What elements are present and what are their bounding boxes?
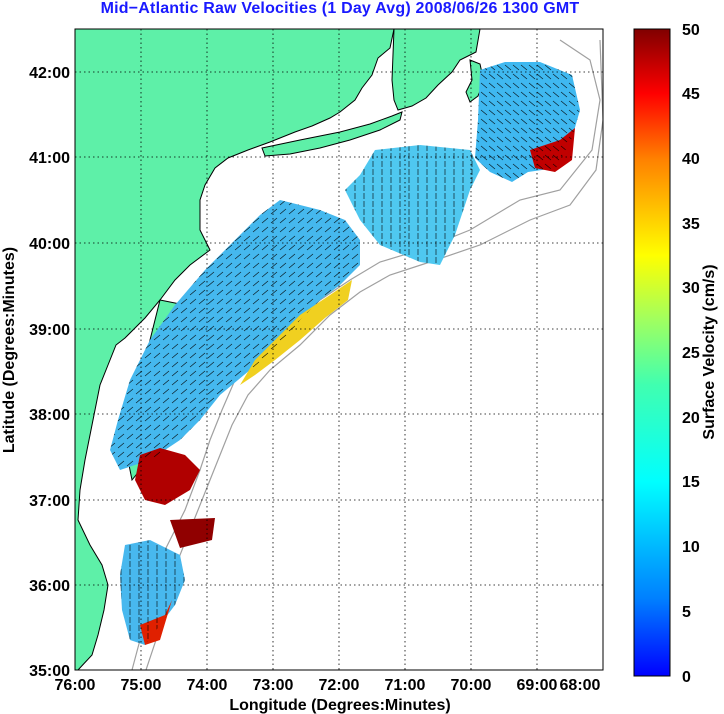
- colorbar-tick: 35: [682, 216, 700, 233]
- colorbar-tick: 10: [682, 539, 700, 556]
- y-tick-label: 42:00: [29, 65, 70, 82]
- colorbar-tick: 25: [682, 345, 700, 362]
- x-tick-label: 69:00: [517, 677, 558, 694]
- colorbar-tick: 5: [682, 604, 691, 621]
- y-tick-labels: 42:00 41:00 40:00 39:00 38:00 37:00 36:0…: [29, 65, 70, 680]
- y-tick-label: 35:00: [29, 663, 70, 680]
- new-england: [391, 29, 481, 111]
- colorbar-tick: 30: [682, 280, 700, 297]
- x-tick-label: 72:00: [319, 677, 360, 694]
- y-tick-label: 36:00: [29, 578, 70, 595]
- x-tick-label: 75:00: [121, 677, 162, 694]
- y-tick-label: 41:00: [29, 150, 70, 167]
- x-tick-label: 68:00: [560, 677, 601, 694]
- colorbar-gradient: [633, 28, 671, 677]
- y-tick-label: 39:00: [29, 322, 70, 339]
- grid-lines: [75, 29, 603, 670]
- colorbar-tick: 20: [682, 410, 700, 427]
- colorbar-tick: 0: [682, 669, 691, 686]
- y-tick-label: 38:00: [29, 407, 70, 424]
- x-axis-title: Longitude (Degrees:Minutes): [229, 697, 450, 714]
- colorbar-tick: 50: [682, 22, 700, 39]
- velocity-hotspot-offshore: [170, 518, 215, 548]
- colorbar-tick: 15: [682, 474, 700, 491]
- x-tick-labels: 76:00 75:00 74:00 73:00 72:00 71:00 70:0…: [55, 677, 601, 694]
- colorbar-label: Surface Velocity (cm/s): [701, 264, 718, 439]
- x-tick-label: 71:00: [385, 677, 426, 694]
- x-tick-label: 70:00: [451, 677, 492, 694]
- land-mass: [75, 29, 395, 670]
- colorbar: 50 45 40 35 30 25 20 15 10 5 0 Surface V…: [633, 22, 718, 686]
- velocity-hotspot-chesapeake: [135, 448, 200, 505]
- bathymetry-contour-slope: [145, 39, 603, 670]
- velocity-edge-nj: [240, 280, 352, 385]
- x-tick-label: 73:00: [253, 677, 294, 694]
- plot-frame: [74, 28, 604, 671]
- colorbar-tick: 40: [682, 151, 700, 168]
- map-title: Mid−Atlantic Raw Velocities (1 Day Avg) …: [100, 0, 580, 17]
- x-tick-label: 76:00: [55, 677, 96, 694]
- velocity-vectors: [110, 62, 580, 645]
- y-tick-label: 40:00: [29, 236, 70, 253]
- x-tick-label: 74:00: [187, 677, 228, 694]
- colorbar-tick: 45: [682, 86, 700, 103]
- long-island: [261, 111, 403, 157]
- y-tick-label: 37:00: [29, 493, 70, 510]
- y-axis-title: Latitude (Degrees:Minutes): [1, 247, 18, 453]
